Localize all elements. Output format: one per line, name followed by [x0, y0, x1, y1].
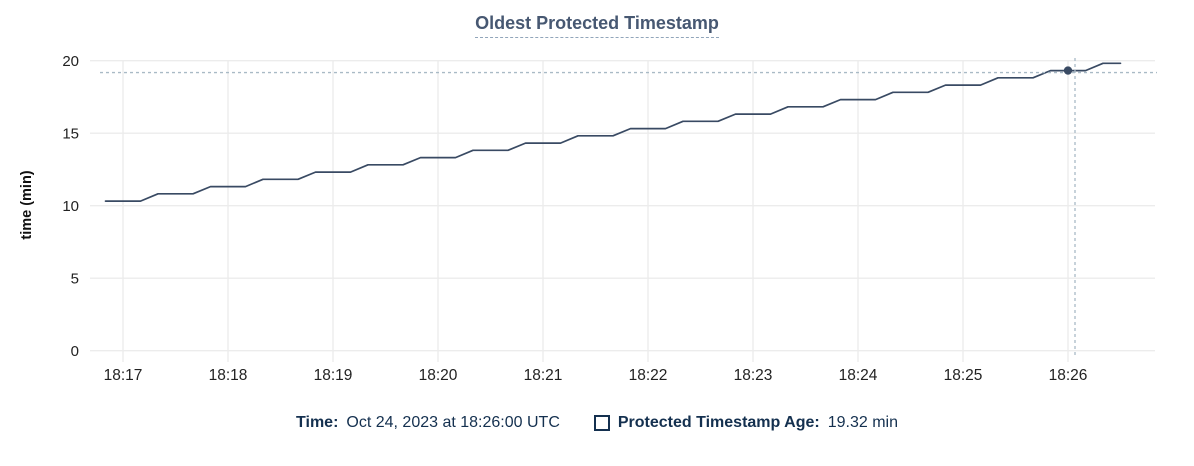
chart-title[interactable]: Oldest Protected Timestamp — [475, 13, 719, 38]
y-tick-label: 15 — [62, 126, 79, 143]
hover-point-dot — [1063, 66, 1073, 75]
x-tick-label: 18:25 — [944, 367, 983, 384]
x-tick-label: 18:17 — [104, 367, 143, 384]
y-tick-label: 20 — [62, 53, 79, 70]
x-tick-label: 18:18 — [209, 367, 248, 384]
x-tick-label: 18:19 — [314, 367, 353, 384]
series-value: 19.32 min — [827, 414, 898, 431]
hover-time-label: Time: — [296, 414, 339, 431]
x-tick-label: 18:24 — [839, 367, 878, 384]
y-tick-label: 0 — [71, 343, 79, 360]
x-tick-label: 18:26 — [1049, 367, 1088, 384]
series-checkbox-icon[interactable] — [593, 415, 610, 431]
chart-legend: Time: Oct 24, 2023 at 18:26:00 UTC Prote… — [0, 414, 1194, 432]
series-line-protected-timestamp-age — [104, 62, 1122, 202]
y-axis-title: time (min) — [19, 170, 35, 239]
y-tick-label: 10 — [62, 198, 79, 215]
x-tick-label: 18:20 — [419, 367, 458, 384]
hover-time-value: Oct 24, 2023 at 18:26:00 UTC — [346, 414, 560, 431]
chart-title-row: Oldest Protected Timestamp — [0, 0, 1194, 40]
x-tick-label: 18:23 — [734, 367, 773, 384]
series-label: Protected Timestamp Age: — [617, 414, 820, 431]
hover-time: Time: Oct 24, 2023 at 18:26:00 UTC — [296, 414, 560, 432]
y-tick-label: 5 — [71, 271, 79, 288]
legend-item-protected-timestamp-age[interactable]: Protected Timestamp Age: 19.32 min — [593, 414, 898, 432]
x-tick-label: 18:21 — [524, 367, 563, 384]
x-tick-label: 18:22 — [629, 367, 668, 384]
chart-canvas[interactable]: 0 5 10 15 20 18:17 18:18 18:19 18:20 18:21 18:22 18… — [0, 40, 1194, 390]
